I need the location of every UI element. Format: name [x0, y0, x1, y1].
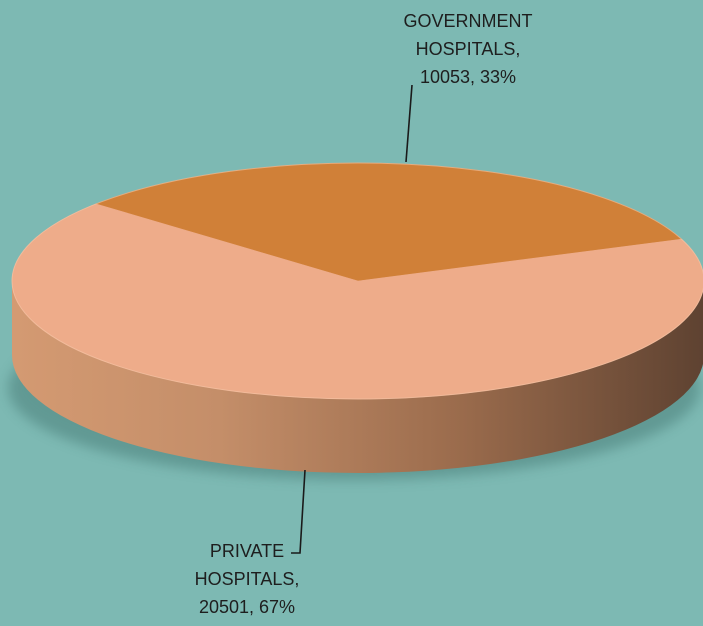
leader-line-government-hospitals	[405, 84, 413, 163]
data-label-private-hospitals-line-3: 20501, 67%	[199, 597, 295, 617]
data-labels: GOVERNMENT HOSPITALS, 10053, 33% PRIVATE HOS…	[195, 11, 533, 617]
data-label-government-hospitals-line-2: HOSPITALS,	[416, 39, 521, 59]
leader-line-private-hospitals	[291, 469, 306, 554]
data-label-private-hospitals-line-2: HOSPITALS,	[195, 569, 300, 589]
pie-slices	[11, 162, 703, 400]
pie-side-wall	[12, 281, 703, 473]
data-label-government-hospitals-line-3: 10053, 33%	[420, 67, 516, 87]
data-label-government-hospitals-line-1: GOVERNMENT	[403, 11, 532, 31]
pie-top-rim	[11, 162, 703, 400]
data-label-private-hospitals-line-1: PRIVATE	[210, 541, 284, 561]
